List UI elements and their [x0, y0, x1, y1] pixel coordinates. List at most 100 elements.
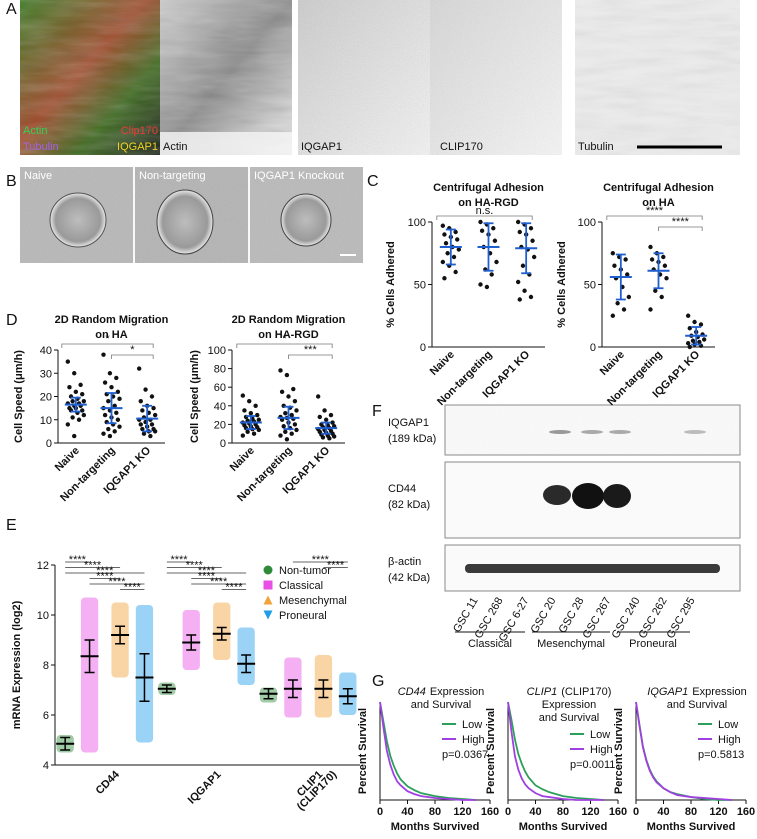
- significance-label: ****: [96, 571, 114, 583]
- data-point: [451, 254, 457, 260]
- data-point: [242, 408, 247, 413]
- x-axis-label: Months Survived: [647, 821, 736, 833]
- data-point: [138, 422, 143, 427]
- channel-label: IQGAP1: [301, 141, 342, 153]
- data-point: [456, 247, 462, 252]
- band-label: CD44: [388, 483, 416, 495]
- chart-title: and Survival: [667, 699, 728, 711]
- data-point: [294, 408, 299, 413]
- data-point: [106, 426, 111, 432]
- x-tick-label: 80: [429, 806, 441, 818]
- legend-marker: [263, 610, 273, 620]
- panel-letter: C: [367, 173, 379, 190]
- panel-letter: B: [6, 173, 17, 190]
- survival-curve: [507, 701, 605, 801]
- data-point: [140, 408, 145, 413]
- data-point: [626, 294, 632, 300]
- data-point: [690, 338, 696, 343]
- chart-title: 2D Random Migration: [55, 314, 169, 326]
- data-point: [478, 282, 483, 287]
- title-text: (CLIP170): [561, 686, 611, 698]
- data-point: [621, 307, 627, 312]
- data-point: [114, 375, 119, 381]
- data-point: [328, 412, 334, 418]
- data-point: [70, 415, 75, 420]
- y-tick-label: 10: [37, 610, 49, 622]
- y-tick-label: 100: [578, 217, 596, 229]
- data-point: [283, 411, 288, 416]
- data-point: [664, 276, 669, 281]
- x-tick-label: 0: [633, 806, 639, 818]
- annotation: p=0.0011: [570, 759, 615, 771]
- brightfield-images: [20, 167, 363, 263]
- data-point: [294, 427, 299, 433]
- y-tick-label: 30: [40, 368, 52, 380]
- y-axis-label: Percent Survival: [357, 708, 369, 794]
- legend-marker: [263, 580, 273, 590]
- significance-label: ****: [170, 554, 188, 566]
- legend-label: Non-tumor: [279, 565, 331, 577]
- blot-texture: [445, 405, 740, 455]
- title-text: Expression: [430, 686, 484, 698]
- data-point: [251, 431, 257, 436]
- overlay-label: Tubulin: [23, 141, 59, 153]
- y-tick-label: 50: [584, 280, 596, 292]
- data-point: [107, 433, 113, 439]
- data-point: [687, 344, 692, 350]
- y-tick-label: 20: [214, 419, 226, 431]
- legend-label: Mesenchymal: [279, 595, 347, 607]
- data-point: [697, 339, 702, 345]
- significance-label: ****: [84, 560, 102, 572]
- y-axis-label: Cell Speed (μm/h): [13, 350, 25, 443]
- data-point: [106, 398, 111, 404]
- survival-curve: [379, 701, 477, 801]
- data-point: [81, 412, 87, 418]
- x-tick-label: 40: [401, 806, 413, 818]
- data-point: [322, 408, 327, 413]
- data-point: [659, 294, 664, 300]
- significance-label: *: [105, 333, 110, 345]
- data-point: [653, 288, 658, 293]
- y-tick-label: 0: [420, 342, 426, 354]
- data-point: [292, 398, 298, 404]
- significance-label: ****: [69, 554, 87, 566]
- data-point: [528, 226, 534, 231]
- y-tick-label: 0: [590, 342, 596, 354]
- chart-title: IQGAP1 Expression: [647, 686, 746, 698]
- data-point: [115, 389, 121, 395]
- y-axis-label: mRNA Expression (log2): [11, 600, 23, 729]
- x-tick-label: Naive: [53, 445, 82, 474]
- data-point: [80, 391, 85, 397]
- significance-bracket: [606, 215, 703, 220]
- chart-title: on HA: [642, 197, 674, 209]
- data-point: [625, 272, 630, 277]
- chart-title: on HA: [95, 329, 127, 341]
- data-point: [112, 403, 117, 408]
- significance-bracket: [236, 343, 333, 348]
- significance-label: ****: [124, 582, 142, 594]
- gene-name: CD44: [398, 686, 426, 698]
- y-tick-label: 8: [43, 660, 49, 672]
- y-tick-label: 6: [43, 710, 49, 722]
- legend-label: High: [590, 744, 613, 756]
- data-point: [289, 412, 294, 418]
- x-tick-label: 80: [557, 806, 569, 818]
- lane-label: GSC 28: [557, 596, 587, 636]
- y-axis-label: % Cells Adhered: [556, 241, 568, 327]
- data-range: [80, 597, 99, 753]
- group-label: Mesenchymal: [537, 638, 605, 650]
- legend-label: Low: [590, 729, 610, 741]
- data-point: [520, 263, 526, 268]
- x-tick-label: 120: [709, 806, 727, 818]
- x-tick-label: 0: [377, 806, 383, 818]
- data-point: [114, 410, 119, 415]
- significance-label: ****: [96, 565, 114, 577]
- data-point: [109, 385, 114, 390]
- chart-title: 2D Random Migration: [232, 314, 346, 326]
- x-tick-label: IQGAP1: [186, 769, 224, 807]
- data-point: [453, 269, 458, 275]
- data-point: [247, 398, 252, 404]
- chart-title: Centrifugal Adhesion: [603, 182, 714, 194]
- significance-label: ****: [312, 554, 330, 566]
- band: [581, 430, 603, 434]
